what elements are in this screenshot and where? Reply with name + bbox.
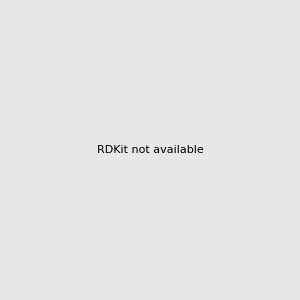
Text: RDKit not available: RDKit not available xyxy=(97,145,203,155)
